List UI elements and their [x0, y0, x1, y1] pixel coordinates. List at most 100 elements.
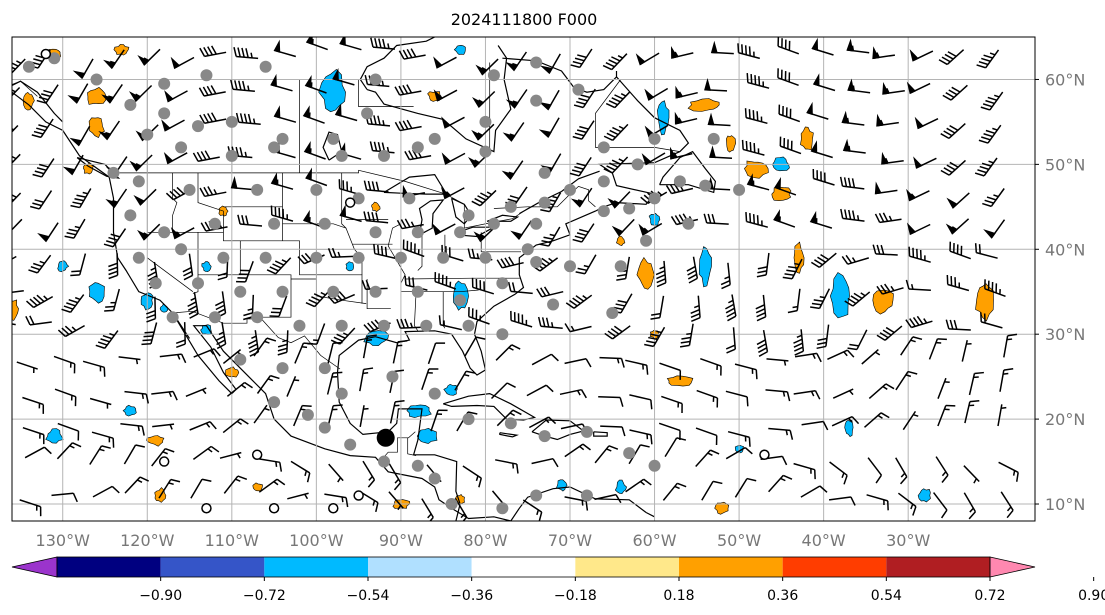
wind-barb: [940, 159, 967, 176]
station-marker: [394, 251, 407, 264]
wind-barb: [57, 324, 85, 338]
wind-barb: [768, 474, 793, 493]
wind-barb: [104, 288, 121, 312]
station-marker: [496, 502, 509, 515]
wind-barb-layer: [12, 37, 1019, 521]
wind-barb: [842, 138, 866, 154]
wind-barb: [324, 493, 349, 508]
calm-wind-circle: [40, 48, 52, 60]
coastline-segment: [659, 150, 717, 194]
station-marker: [310, 251, 323, 264]
wind-barb: [441, 152, 466, 165]
wind-barb: [22, 426, 45, 445]
wind-barb: [812, 73, 836, 92]
wind-barb: [421, 498, 434, 521]
station-marker: [268, 396, 281, 409]
wind-barb: [103, 228, 127, 248]
wind-barb: [507, 281, 533, 295]
coastline-segment: [510, 486, 647, 521]
border-segment: [172, 172, 178, 233]
wind-barb: [95, 330, 119, 349]
negative-anomaly-contour: [917, 488, 931, 503]
wind-barb: [421, 368, 439, 391]
wind-barb: [565, 294, 593, 309]
wind-barb: [253, 404, 270, 424]
wind-barb: [968, 371, 984, 396]
wind-barb: [946, 274, 970, 292]
negative-anomaly-contour: [443, 383, 458, 396]
station-marker: [149, 277, 162, 290]
wind-barb: [810, 140, 833, 159]
negative-anomaly-contour: [201, 261, 212, 273]
station-marker: [293, 319, 306, 332]
wind-barb: [108, 253, 119, 280]
calm-wind-circle: [344, 197, 356, 208]
wind-barb: [270, 73, 293, 92]
wind-barb: [388, 491, 404, 511]
lat-tick-label: 30°N: [1045, 325, 1085, 344]
wind-barb: [36, 84, 59, 104]
station-marker: [479, 115, 492, 128]
station-marker: [310, 183, 323, 196]
wind-barb: [828, 496, 856, 506]
wind-barb: [695, 427, 718, 445]
wind-barb: [290, 460, 311, 483]
wind-barb: [12, 289, 24, 295]
wind-barb: [30, 190, 53, 210]
wind-barb: [441, 116, 465, 129]
wind-barb: [659, 362, 682, 380]
wind-barb: [980, 312, 1003, 329]
wind-barb: [359, 405, 369, 428]
chart-title: 2024111800 F000: [450, 10, 598, 29]
lat-tick-label: 60°N: [1045, 70, 1085, 89]
wind-barb: [438, 315, 462, 331]
wind-barb: [938, 49, 965, 66]
positive-anomaly-contour: [793, 241, 805, 274]
wind-barb: [816, 324, 830, 350]
wind-barb: [137, 223, 161, 241]
wind-barb: [841, 110, 865, 126]
wind-barb: [669, 146, 693, 160]
wind-barb: [16, 361, 38, 374]
wind-barb: [431, 223, 456, 236]
wind-barb: [152, 423, 175, 430]
station-marker: [631, 158, 644, 171]
wind-barb: [19, 499, 42, 517]
wind-barb: [806, 101, 829, 120]
station-marker: [504, 200, 517, 213]
wind-barb: [778, 104, 801, 123]
wind-barb: [909, 49, 934, 62]
wind-barb: [832, 388, 854, 399]
wind-barb: [777, 37, 800, 55]
wind-barb: [222, 418, 249, 434]
wind-barb: [235, 112, 261, 125]
wind-barb: [118, 356, 141, 365]
station-marker: [733, 183, 746, 196]
wind-barb: [756, 329, 769, 357]
station-marker: [538, 430, 551, 443]
wind-barb: [810, 288, 831, 310]
wind-barb: [433, 56, 457, 69]
wind-barb: [999, 368, 1014, 392]
wind-barb: [398, 48, 426, 60]
wind-barb: [12, 124, 19, 142]
wind-barb: [159, 353, 187, 364]
wind-barb: [982, 188, 1005, 208]
wind-barb: [146, 296, 157, 323]
wind-barb: [876, 325, 903, 341]
station-marker: [276, 362, 289, 375]
wind-barb: [103, 49, 125, 70]
wind-barb: [897, 492, 917, 516]
wind-barb: [906, 188, 930, 202]
wind-barb: [701, 480, 723, 501]
wind-barb: [471, 123, 495, 141]
station-marker: [640, 234, 653, 247]
station-marker: [352, 251, 365, 264]
wind-barb: [440, 186, 465, 200]
wind-barb: [237, 214, 263, 227]
wind-barb: [840, 208, 865, 222]
positive-anomaly-contour: [744, 160, 769, 179]
wind-barb: [874, 212, 902, 224]
border-segment: [197, 172, 224, 233]
wind-barb: [572, 223, 595, 243]
